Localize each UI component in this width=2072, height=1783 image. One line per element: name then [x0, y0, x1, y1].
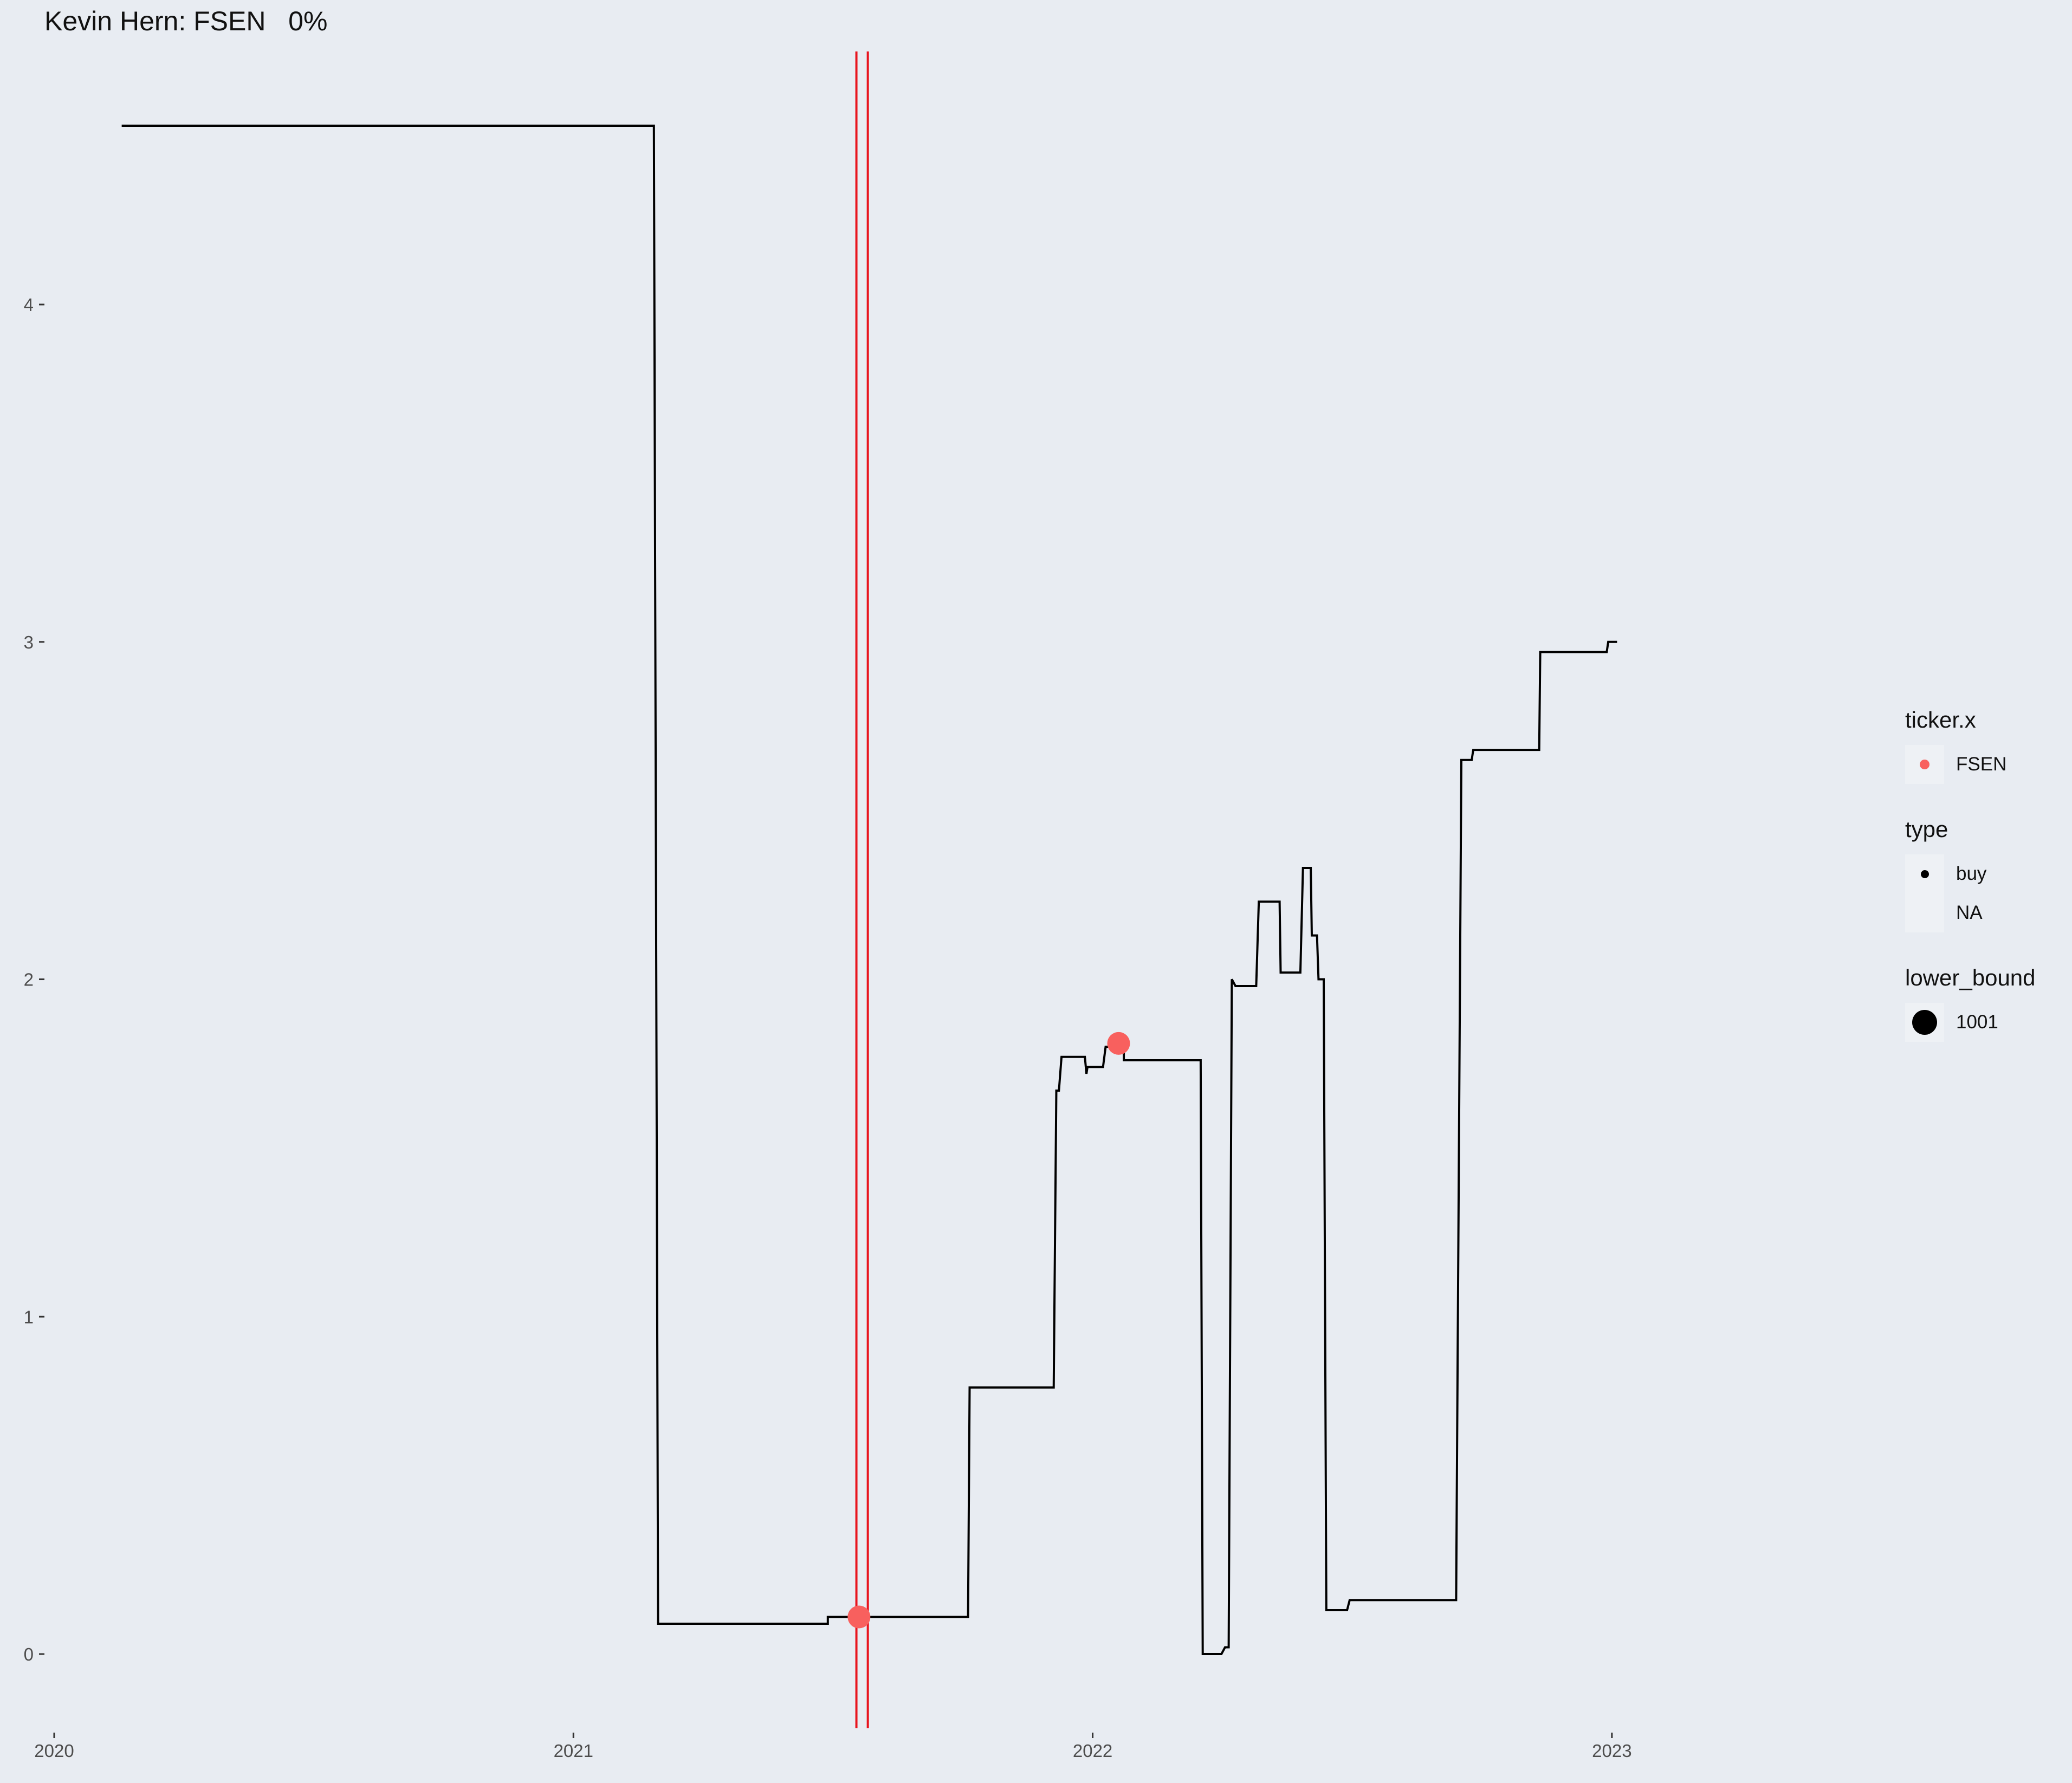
x-tick-label: 2023 — [1592, 1741, 1631, 1761]
x-tick-label: 2020 — [34, 1741, 74, 1761]
y-tick-label: 2 — [24, 970, 34, 990]
price-line — [121, 125, 1617, 1655]
legend-label-1001: 1001 — [1956, 1012, 1998, 1033]
legend-item-fsen: FSEN — [1905, 745, 2068, 784]
y-tick-label: 3 — [24, 632, 34, 652]
legend-type: type buy NA — [1905, 816, 2068, 932]
red-dot-icon — [1920, 760, 1929, 769]
x-axis: 2020 2021 2022 2023 — [34, 1733, 1632, 1761]
legend-title-lower-bound: lower_bound — [1905, 965, 2036, 990]
legend-key-1001 — [1905, 1003, 1944, 1042]
legend-key-fsen — [1905, 745, 1944, 784]
legend-item-na: NA — [1905, 893, 2068, 932]
y-tick-label: 4 — [24, 295, 34, 315]
x-tick-label: 2022 — [1073, 1741, 1112, 1761]
y-axis: 0 1 2 3 4 — [24, 295, 44, 1664]
y-tick-label: 0 — [24, 1644, 34, 1664]
legend: ticker.x FSEN type buy NA lower_b — [1905, 707, 2068, 1074]
trade-markers — [847, 1032, 1130, 1629]
legend-lower-bound: lower_bound 1001 — [1905, 965, 2068, 1042]
trade-marker — [1107, 1032, 1130, 1055]
chart-title: Kevin Hern: FSEN 0% — [44, 6, 328, 36]
legend-item-buy: buy — [1905, 854, 2068, 893]
black-dot-icon — [1920, 870, 1929, 878]
legend-label-na: NA — [1956, 902, 1983, 923]
trade-marker — [847, 1605, 871, 1629]
legend-label-buy: buy — [1956, 863, 1987, 884]
legend-title-type: type — [1905, 816, 1948, 842]
x-tick-label: 2021 — [554, 1741, 593, 1761]
legend-key-buy — [1905, 854, 1944, 893]
legend-key-na — [1905, 893, 1944, 932]
series-lines — [121, 125, 1617, 1655]
reference-lines — [855, 51, 869, 1728]
legend-title-ticker: ticker.x — [1905, 707, 1976, 732]
legend-ticker: ticker.x FSEN — [1905, 707, 2068, 784]
y-tick-label: 1 — [24, 1307, 34, 1327]
legend-item-1001: 1001 — [1905, 1003, 2068, 1042]
legend-label-fsen: FSEN — [1956, 754, 2007, 775]
large-black-dot-icon — [1912, 1010, 1937, 1035]
